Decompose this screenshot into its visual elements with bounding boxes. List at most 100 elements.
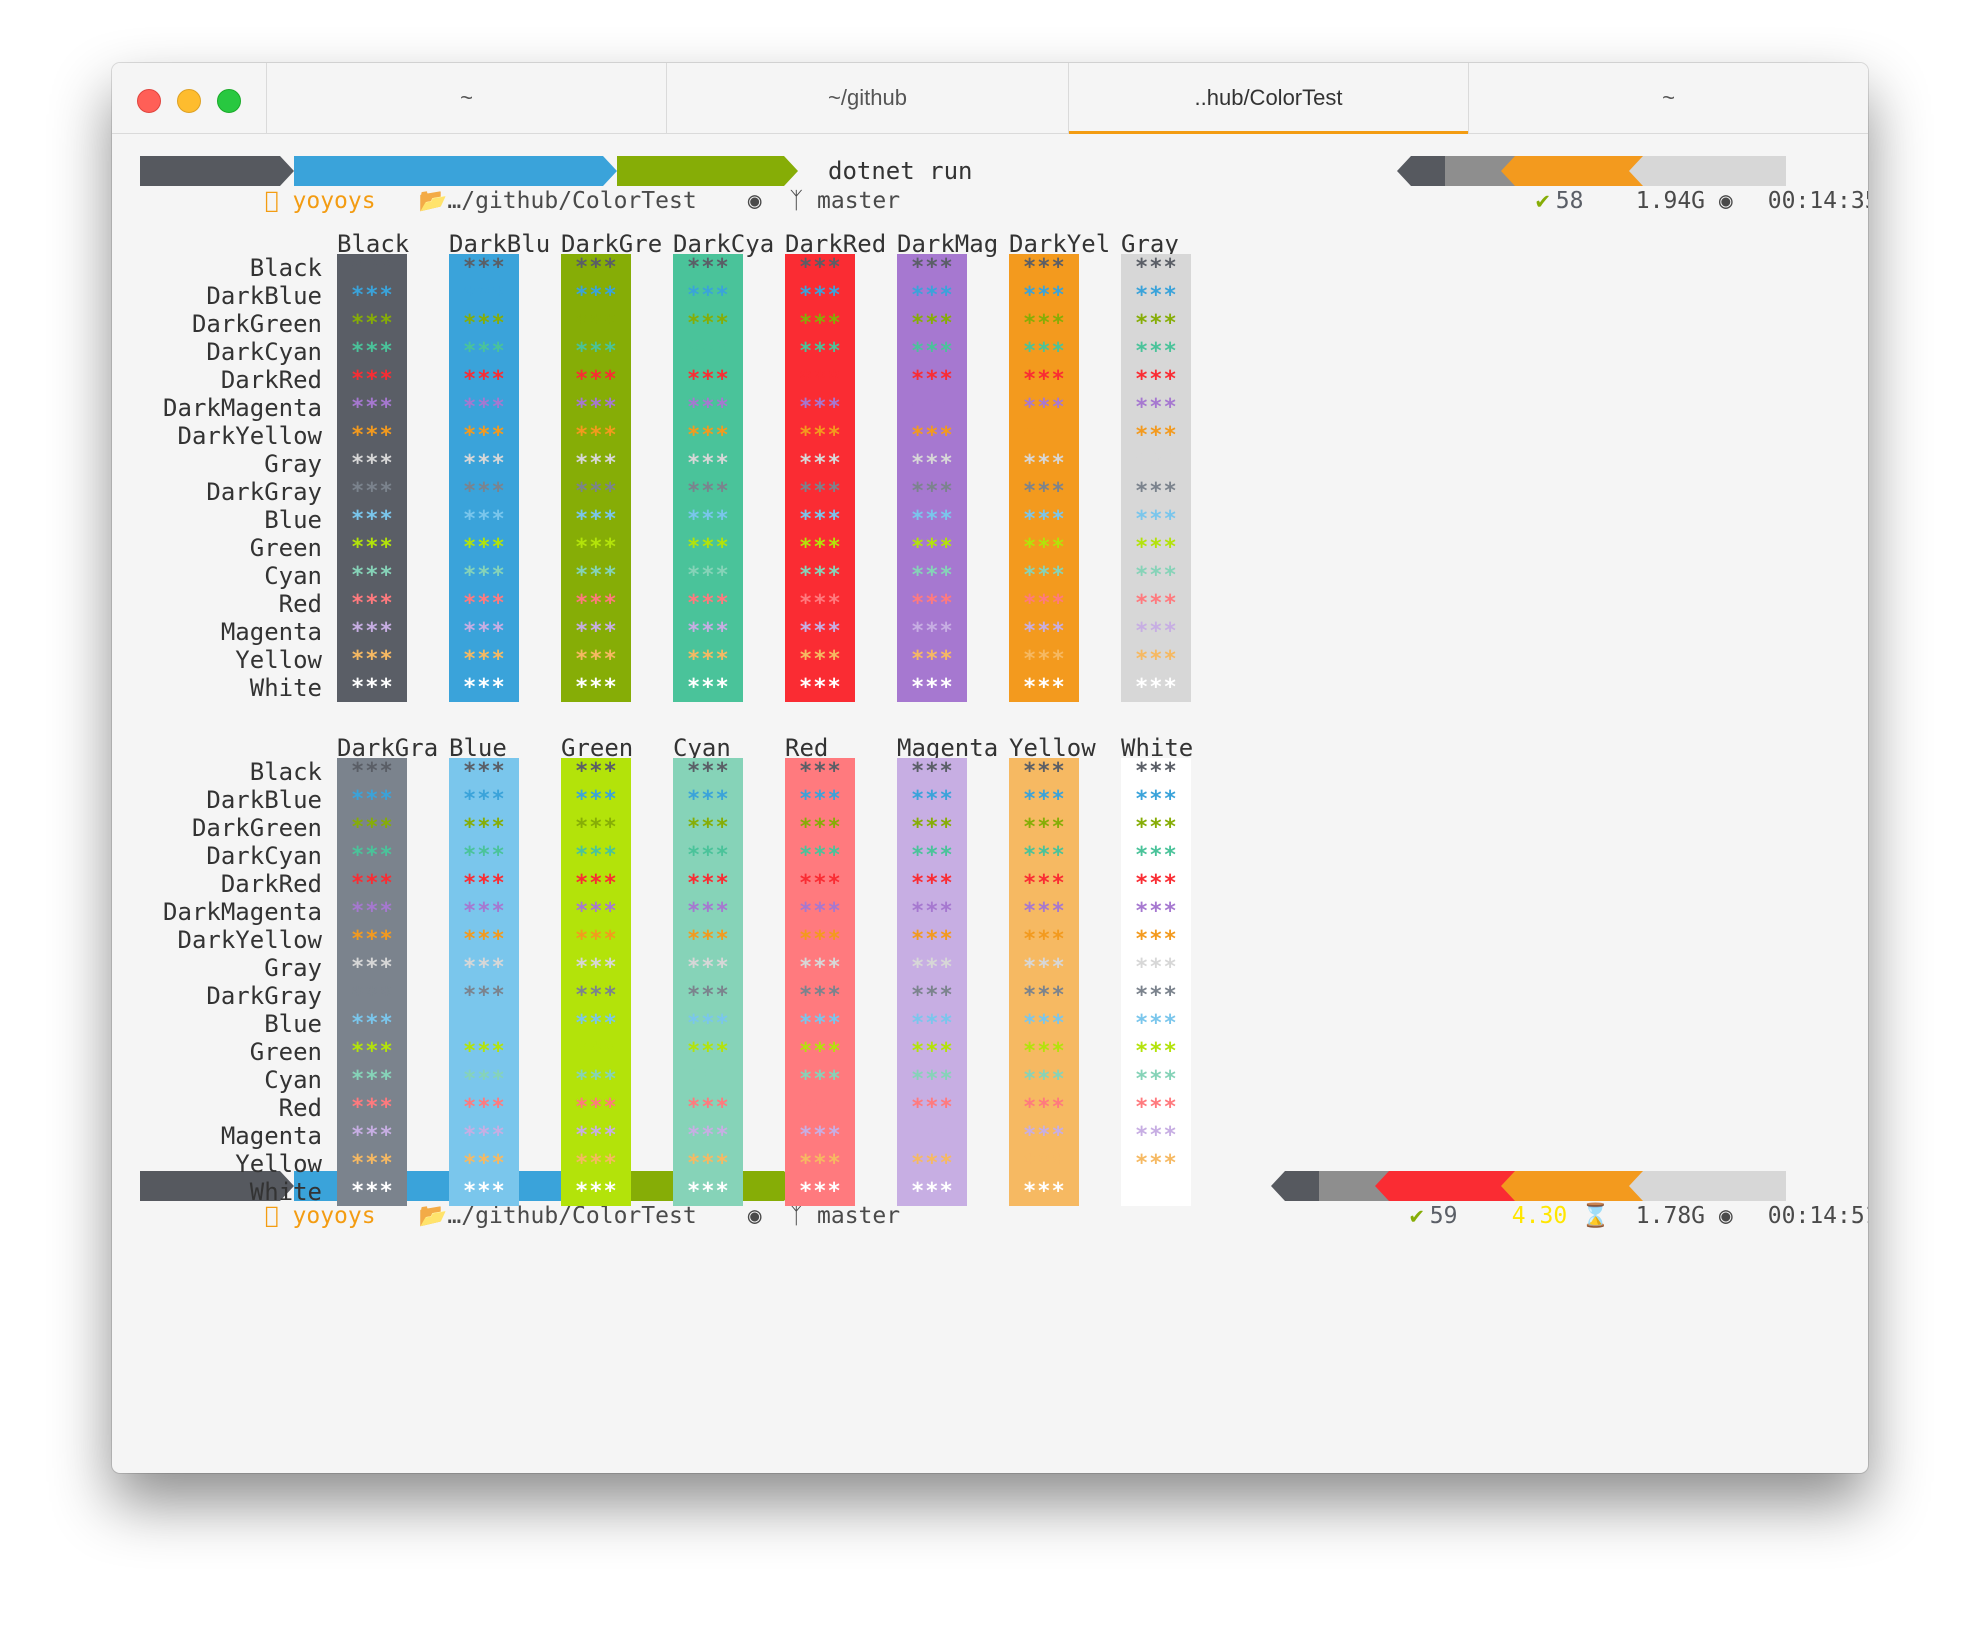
separator — [1501, 1171, 1515, 1201]
color-sample-cell: *** — [575, 591, 618, 616]
color-sample-cell: *** — [351, 423, 394, 448]
maximize-button[interactable] — [217, 89, 241, 113]
color-sample-cell: *** — [911, 871, 954, 896]
tab-github[interactable]: ~/github — [666, 63, 1068, 133]
color-sample-cell: *** — [1135, 983, 1178, 1008]
close-button[interactable] — [137, 89, 161, 113]
color-sample-cell: *** — [1135, 787, 1178, 812]
check-icon: ✔ — [1536, 188, 1550, 214]
row-label: DarkGray — [206, 478, 322, 506]
color-sample-cell: *** — [1023, 339, 1066, 364]
color-sample-cell: *** — [911, 311, 954, 336]
load-value: 4.30 — [1512, 1203, 1567, 1229]
check-icon: ✔ — [1410, 1203, 1424, 1229]
row-label: DarkBlue — [206, 786, 322, 814]
speedometer-icon: ◉ — [1719, 188, 1733, 214]
color-column-darkyellow: *** *** *** *** *** *** *** *** *** *** *** *** *** *… — [1009, 254, 1079, 702]
history-count: 58 — [1556, 188, 1584, 214]
color-sample-cell: *** — [911, 955, 954, 980]
column-header: Black — [337, 230, 410, 258]
color-sample-cell: *** — [351, 367, 394, 392]
color-sample-cell: *** — [463, 535, 506, 560]
color-sample-cell: *** — [687, 479, 730, 504]
minimize-button[interactable] — [177, 89, 201, 113]
color-sample-cell: *** — [351, 927, 394, 952]
color-sample-cell: *** — [351, 899, 394, 924]
color-sample-cell: *** — [1023, 535, 1066, 560]
color-sample-cell: *** — [1135, 675, 1178, 700]
row-label: DarkGreen — [191, 310, 322, 338]
color-sample-cell: *** — [911, 507, 954, 532]
tab-colortest[interactable]: ..hub/ColorTest — [1068, 63, 1468, 134]
column-header: DarkCya — [673, 230, 775, 258]
color-sample-cell: *** — [1023, 843, 1066, 868]
github-cat-icon: ◉ — [747, 188, 762, 214]
time-value: 00:14:51 — [1767, 1203, 1868, 1229]
color-sample-cell: *** — [575, 899, 618, 924]
color-sample-cell: *** — [463, 479, 506, 504]
row-label: DarkMagenta — [163, 394, 322, 422]
color-sample-cell: *** — [351, 395, 394, 420]
color-sample-cell: *** — [911, 591, 954, 616]
row-label: White — [249, 1178, 322, 1206]
column-header: Yellow — [1009, 734, 1096, 762]
memory-value: 1.94G — [1636, 188, 1705, 214]
color-sample-cell: *** — [351, 1123, 394, 1148]
color-sample-cell: *** — [687, 563, 730, 588]
color-sample-cell: *** — [911, 927, 954, 952]
color-sample-cell: *** — [911, 255, 954, 280]
color-sample-cell: *** — [351, 1039, 394, 1064]
color-sample-cell: *** — [463, 815, 506, 840]
color-sample-cell: *** — [575, 1151, 618, 1176]
color-sample-cell: *** — [575, 535, 618, 560]
color-sample-cell: *** — [1135, 1011, 1178, 1036]
color-sample-cell: *** — [799, 423, 842, 448]
separator — [603, 156, 617, 186]
path-segment: 📂…/github/ColorTest — [294, 156, 697, 214]
color-sample-cell: *** — [687, 787, 730, 812]
row-label: Green — [249, 1038, 322, 1066]
branch-name: master — [817, 188, 901, 214]
color-sample-cell: *** — [351, 1179, 394, 1204]
color-sample-cell: *** — [1135, 283, 1178, 308]
branch-name: master — [817, 1203, 901, 1229]
color-sample-cell: *** — [1135, 1095, 1178, 1120]
color-sample-cell: *** — [351, 339, 394, 364]
color-sample-cell: *** — [1135, 1123, 1178, 1148]
color-sample-cell: *** — [1023, 255, 1066, 280]
color-sample-cell: *** — [351, 871, 394, 896]
color-sample-cell: *** — [1023, 787, 1066, 812]
color-sample-cell: *** — [687, 927, 730, 952]
path-segment: 📂…/github/ColorTest — [294, 1171, 697, 1229]
color-sample-cell: *** — [687, 759, 730, 784]
color-sample-cell: *** — [463, 451, 506, 476]
user-segment:  yoyoys — [140, 1171, 376, 1229]
color-sample-cell: *** — [575, 451, 618, 476]
color-sample-cell: *** — [463, 283, 506, 308]
column-header: DarkBlu — [449, 230, 551, 258]
branch-icon: ᛉ — [789, 188, 804, 214]
color-sample-cell: *** — [1023, 647, 1066, 672]
color-sample-cell: *** — [911, 423, 954, 448]
color-sample-cell: *** — [351, 647, 394, 672]
separator — [784, 156, 798, 186]
user-segment:  yoyoys — [140, 156, 376, 214]
color-sample-cell: *** — [463, 843, 506, 868]
color-sample-cell: *** — [1135, 451, 1178, 476]
color-sample-cell: *** — [463, 1011, 506, 1036]
memory-value: 1.78G — [1636, 1203, 1705, 1229]
tab-home[interactable]: ~ — [266, 63, 666, 133]
color-sample-cell: *** — [687, 283, 730, 308]
color-sample-cell: *** — [575, 675, 618, 700]
color-column-darkred: *** *** *** *** *** *** *** *** *** *** *** *** *** *… — [785, 254, 855, 702]
color-sample-cell: *** — [575, 759, 618, 784]
color-sample-cell: *** — [575, 395, 618, 420]
color-sample-cell: *** — [799, 1067, 842, 1092]
color-sample-cell: *** — [687, 535, 730, 560]
tab-home-2[interactable]: ~ — [1468, 63, 1868, 133]
color-sample-cell: *** — [911, 647, 954, 672]
separator — [280, 1171, 294, 1201]
terminal-content[interactable]:  yoyoys 📂…/github/ColorTest ◉ ᛉ master … — [112, 134, 1868, 1473]
color-sample-cell: *** — [1135, 843, 1178, 868]
color-sample-cell: *** — [799, 1095, 842, 1120]
